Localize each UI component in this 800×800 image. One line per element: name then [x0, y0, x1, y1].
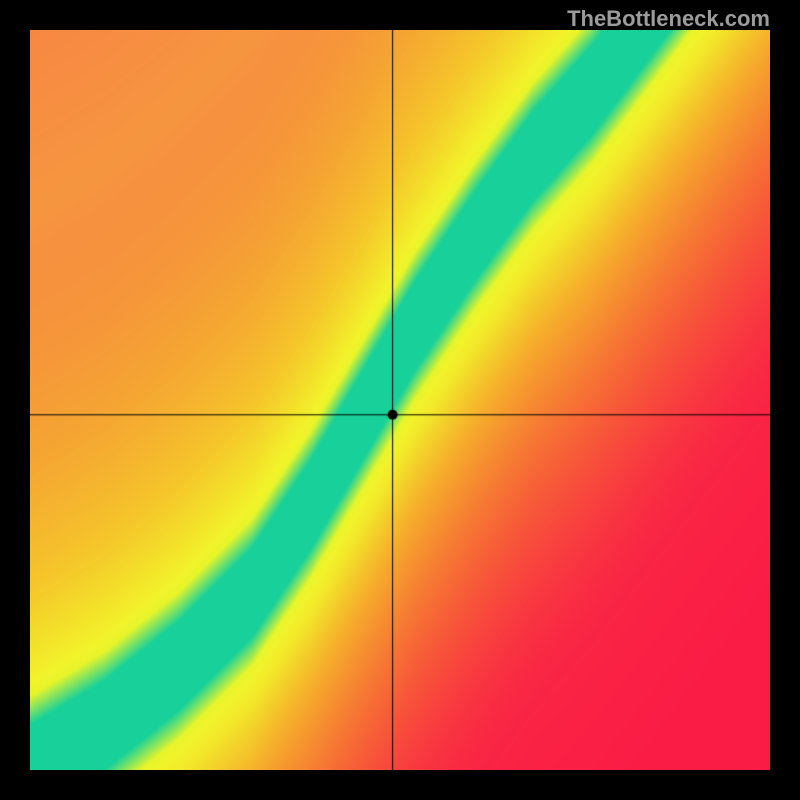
heatmap-canvas	[30, 30, 770, 770]
heatmap-chart	[30, 30, 770, 770]
chart-container: TheBottleneck.com	[0, 0, 800, 800]
watermark-text: TheBottleneck.com	[567, 6, 770, 32]
